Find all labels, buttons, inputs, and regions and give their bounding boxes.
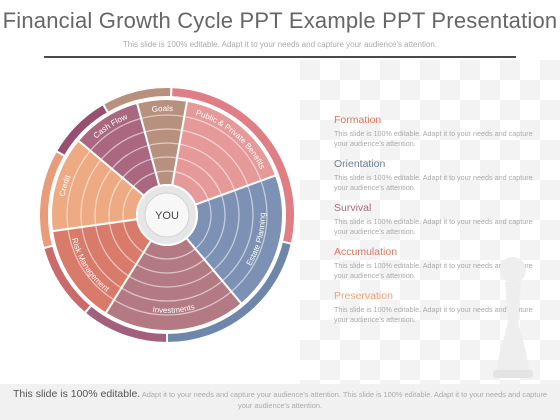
ring-line [66,114,268,316]
outer-band-segment [54,102,110,158]
stage-list: Formation This slide is 100% editable. Ad… [334,114,534,334]
stage-title: Accumulation [334,246,398,258]
segment-label: Goals [151,104,173,114]
stage-title: Orientation [334,158,386,170]
footer-lead: This slide is 100% editable. [12,388,141,400]
stage-item: Formation This slide is 100% editable. Ad… [334,114,534,158]
ring-line [122,170,212,260]
stage-title: Preservation [334,290,393,302]
page-title: Financial Growth Cycle PPT Example PPT P… [2,8,558,33]
footer-text: This slide is 100% editable. Adapt it to… [10,389,550,411]
stage-description: This slide is 100% editable. Adapt it to… [334,173,533,192]
ring-line [94,142,240,288]
footer-bar [0,384,560,420]
ring-line [108,156,226,274]
center-label: YOU [155,210,179,222]
stage-description: This slide is 100% editable. Adapt it to… [334,129,533,148]
stage-description: This slide is 100% editable. Adapt it to… [334,305,533,324]
page-subtitle: This slide is 100% editable. Adapt it to… [122,40,438,49]
stage-description: This slide is 100% editable. Adapt it to… [334,261,533,280]
ring-line [80,128,254,302]
stage-title: Formation [334,114,382,126]
stage-description: This slide is 100% editable. Adapt it to… [334,217,533,236]
title-divider [44,56,516,58]
stage-item: Accumulation This slide is 100% editable.… [334,246,534,290]
stage-item: Survival This slide is 100% editable. Ada… [334,202,534,246]
center-inner-circle [144,192,190,238]
pawn-icon [493,257,533,378]
footer-rest: Adapt it to your needs and capture your … [141,390,548,410]
stage-item: Preservation This slide is 100% editable.… [334,290,534,334]
stage-item: Orientation This slide is 100% editable. … [334,158,534,202]
segment-label-text: Goals [151,104,173,114]
stage-title: Survival [334,202,372,214]
